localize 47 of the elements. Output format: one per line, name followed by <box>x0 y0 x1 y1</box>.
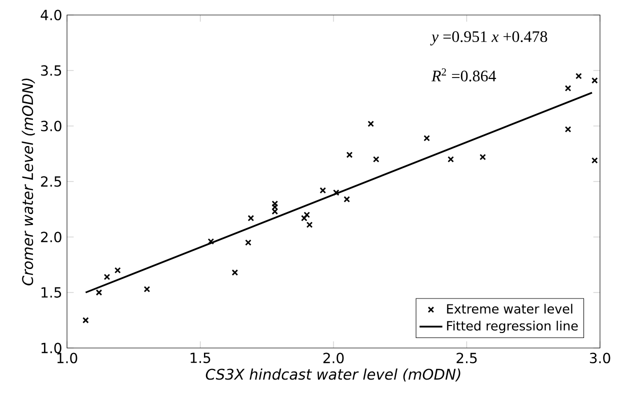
point <box>272 204 278 210</box>
point <box>272 200 278 207</box>
annotation: y =0.951 x +0.478 <box>430 31 548 46</box>
point <box>82 317 89 324</box>
point <box>564 126 572 133</box>
x-tick-label: 2.5 <box>456 352 477 364</box>
point <box>332 189 340 196</box>
legend-label: Extreme water level <box>447 304 572 314</box>
point <box>144 286 150 292</box>
point <box>208 238 214 245</box>
point <box>575 72 582 80</box>
point <box>368 120 374 127</box>
point <box>272 208 278 215</box>
point <box>114 267 121 274</box>
point <box>591 77 598 84</box>
y-tick-label: 3.5 <box>41 65 62 76</box>
y-tick-label: 2.5 <box>41 176 62 187</box>
point <box>301 214 308 222</box>
point <box>248 214 254 222</box>
point <box>304 212 310 218</box>
y-axis-title: Cromer water Level (mODN) <box>22 78 35 286</box>
y-tick-label: 3.0 <box>41 120 62 132</box>
legend-label: Fitted regression line <box>447 320 578 334</box>
point <box>306 222 313 228</box>
y-tick-label: 4.0 <box>40 10 62 20</box>
point <box>346 152 353 158</box>
point <box>448 156 454 162</box>
point <box>320 187 326 194</box>
x-axis-title: CS3X hindcast water level (mODN) <box>206 368 460 382</box>
point <box>591 157 598 164</box>
y-tick-label: 1.0 <box>42 342 62 354</box>
annotation: R$^{2}$ =0.864 <box>431 68 496 82</box>
point <box>480 154 486 160</box>
point <box>424 135 430 142</box>
x-tick-label: 1.5 <box>190 352 210 364</box>
point <box>344 196 350 202</box>
point <box>564 85 572 92</box>
point <box>372 156 380 162</box>
point <box>232 269 238 276</box>
x-tick-label: 1.0 <box>57 352 78 364</box>
y-tick-label: 1.5 <box>42 287 62 298</box>
y-tick-label: 2.0 <box>41 232 62 242</box>
point <box>104 274 110 280</box>
x-tick-label: 3.0 <box>590 352 610 364</box>
x-tick-label: 2.0 <box>323 352 344 364</box>
point <box>96 289 102 296</box>
point <box>245 239 252 246</box>
